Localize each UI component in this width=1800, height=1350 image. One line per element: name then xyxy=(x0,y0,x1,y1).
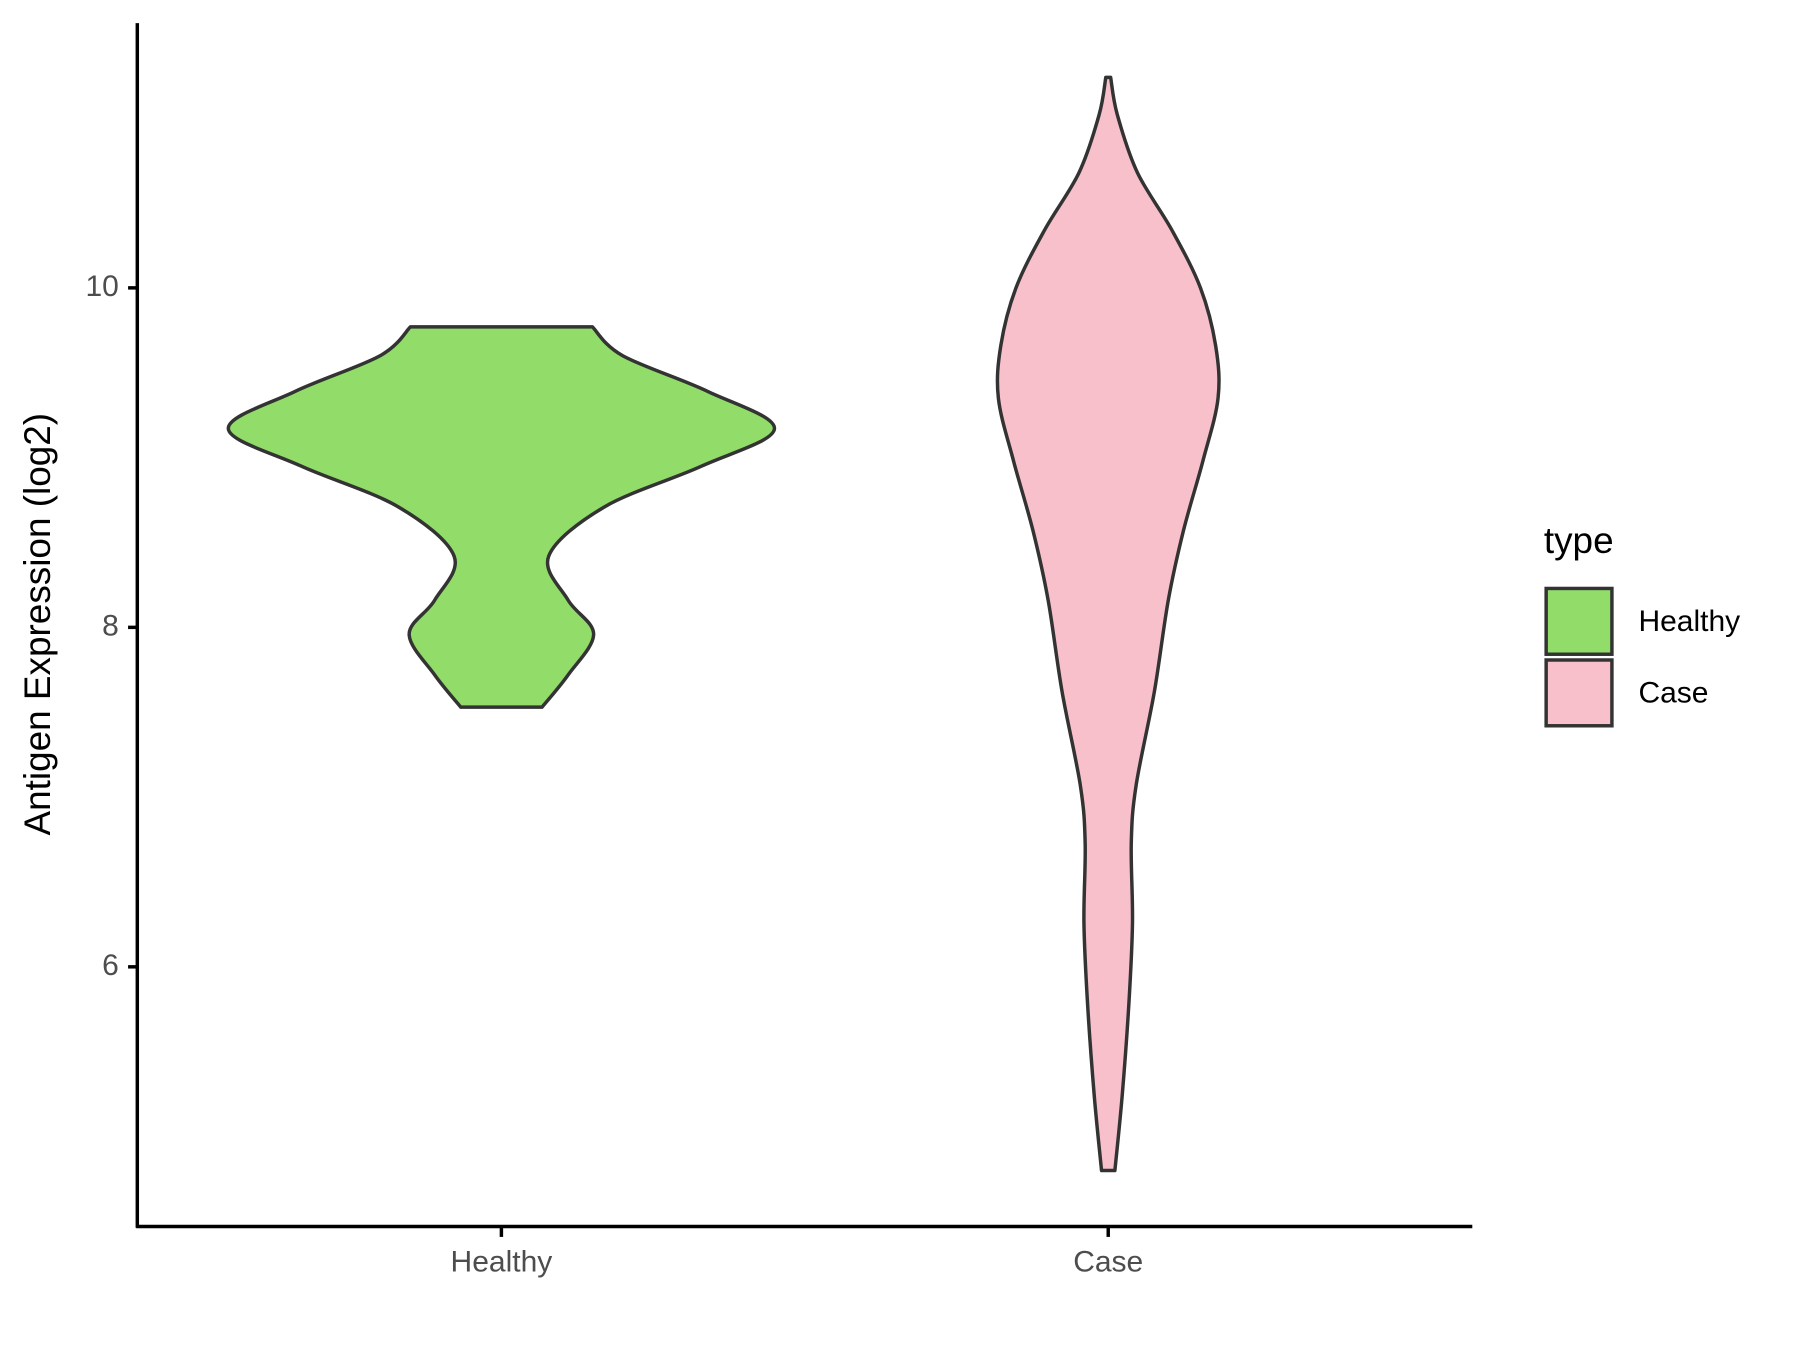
y-axis-title: Antigen Expression (log2) xyxy=(17,413,58,836)
legend-key xyxy=(1544,658,1614,728)
legend-key xyxy=(1544,586,1614,656)
violin xyxy=(226,325,777,709)
y-tick-label: 8 xyxy=(102,609,119,642)
x-tick-label: Case xyxy=(1073,1245,1143,1278)
y-tick-label: 10 xyxy=(85,270,118,303)
legend-title: type xyxy=(1544,520,1614,561)
violin xyxy=(995,75,1221,1173)
legend-label: Case xyxy=(1638,677,1708,710)
legend-label: Healthy xyxy=(1638,605,1740,638)
y-tick-label: 6 xyxy=(102,949,119,982)
x-tick-label: Healthy xyxy=(451,1245,553,1278)
